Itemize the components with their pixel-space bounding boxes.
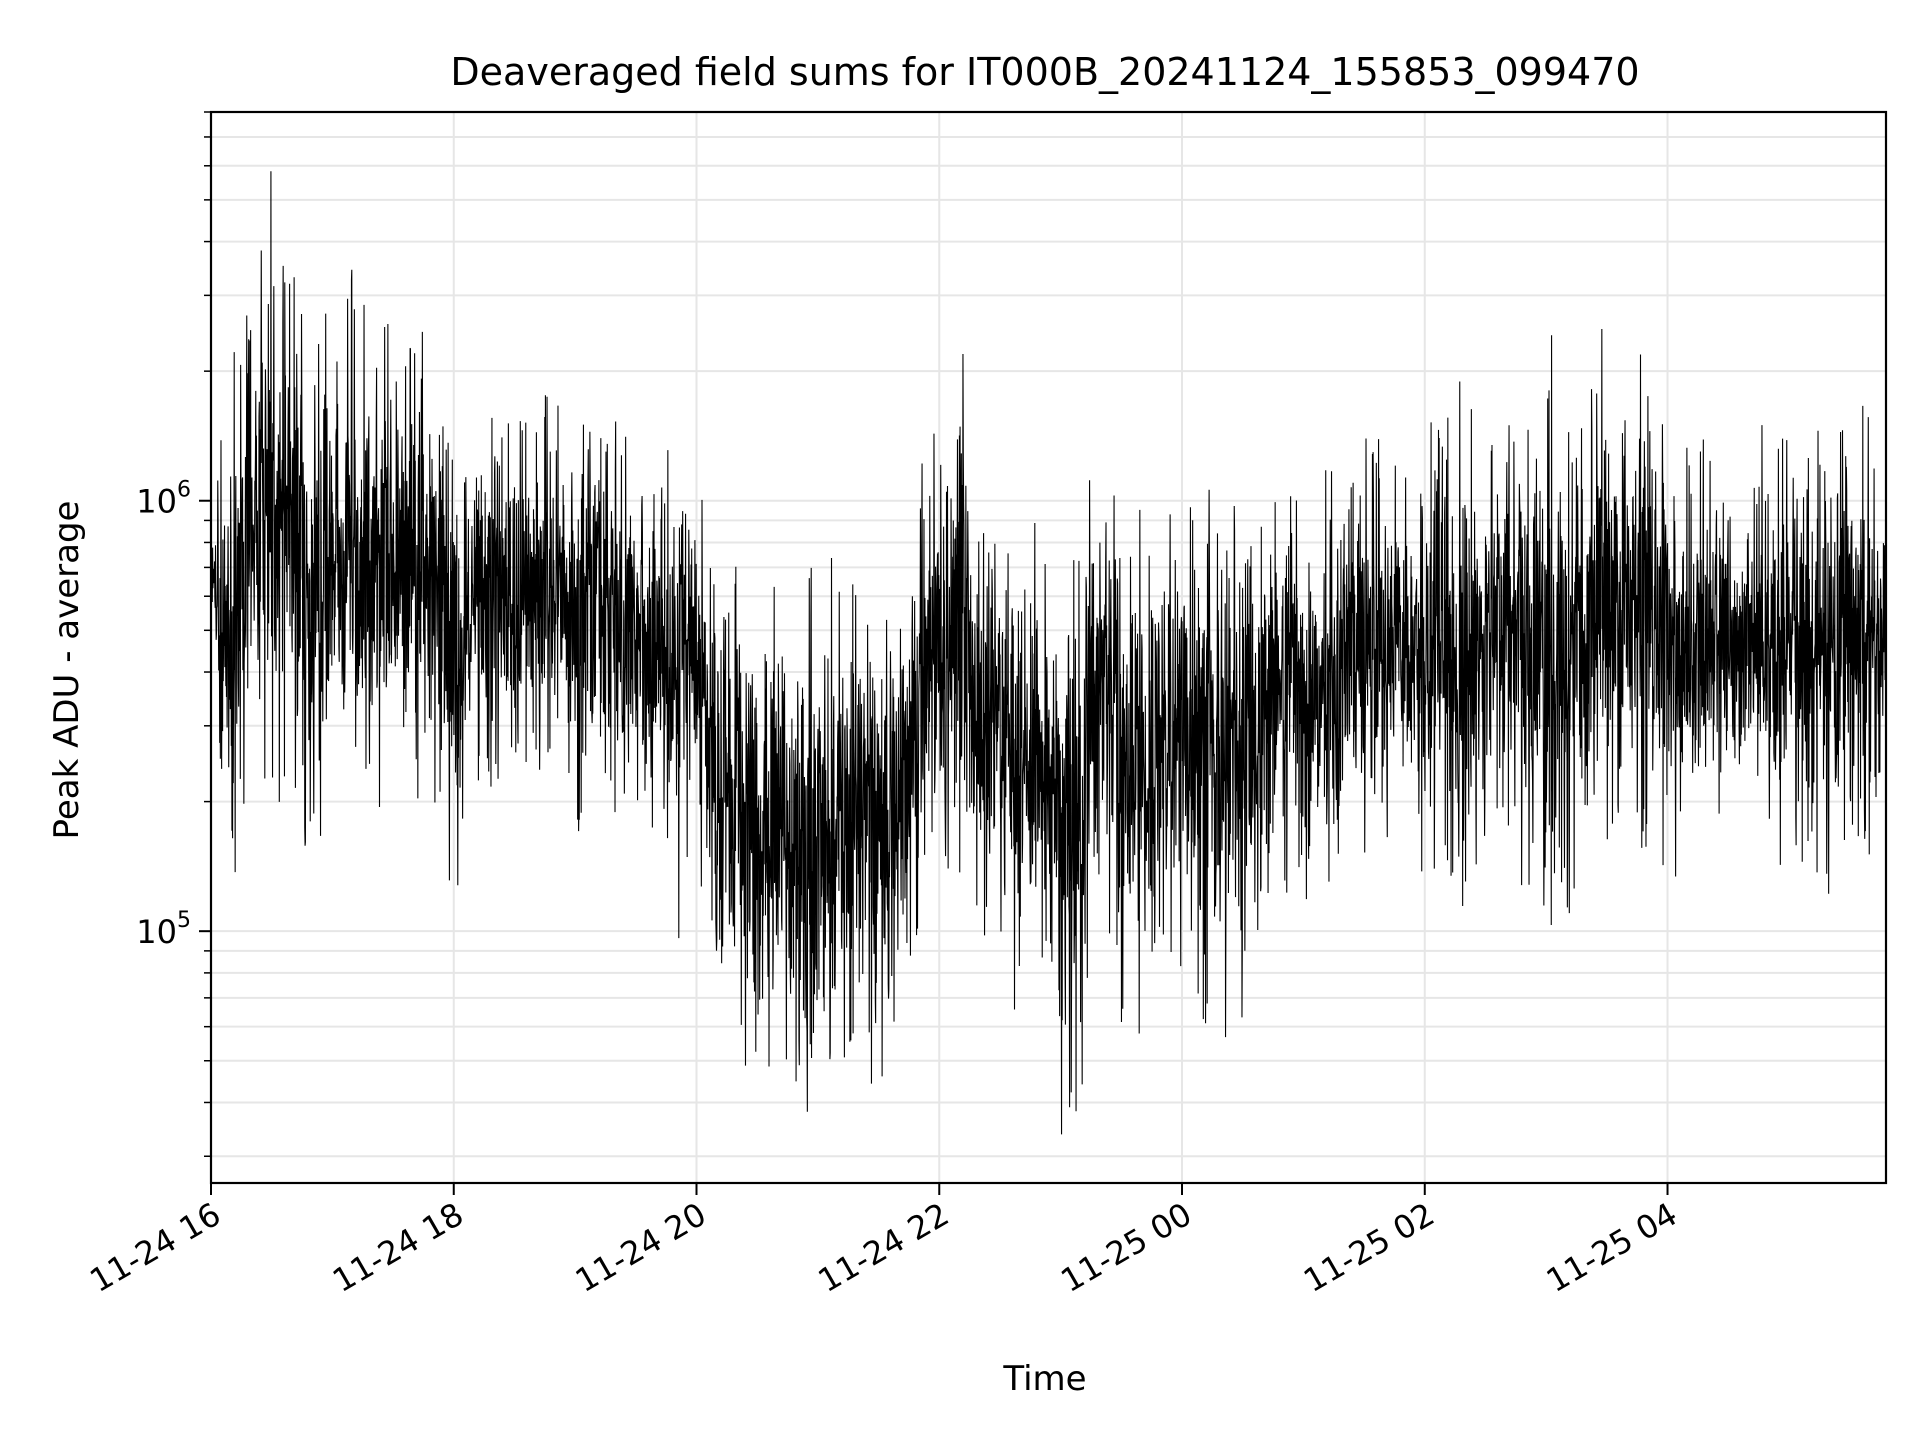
x-axis-label: Time [1002, 1359, 1086, 1399]
series-layer [211, 171, 1886, 1135]
series-line [211, 171, 1886, 1135]
y-tick-label: 105 [136, 908, 191, 951]
plot-frame [209, 110, 1888, 1185]
y-tick-label-exponent: 6 [177, 478, 191, 503]
y-tick-label-exponent: 5 [177, 908, 191, 933]
y-tick-label: 106 [136, 478, 191, 521]
y-tick-label-base: 10 [136, 483, 177, 521]
y-tick-label-base: 10 [136, 913, 177, 951]
y-axis-label: Peak ADU - average [47, 501, 87, 840]
chart-title: Deaveraged field sums for IT000B_2024112… [450, 50, 1639, 94]
